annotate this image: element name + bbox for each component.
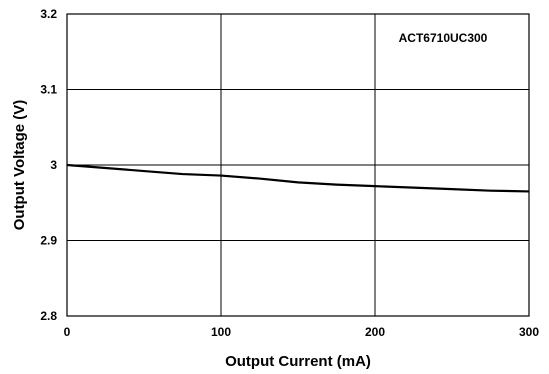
x-tick-label: 100 [211, 325, 231, 339]
x-tick-label: 200 [365, 325, 385, 339]
y-tick-label: 3.1 [40, 83, 57, 97]
x-axis-title: Output Current (mA) [225, 353, 371, 370]
grid-lines [67, 14, 529, 316]
y-tick-label: 3 [50, 158, 57, 172]
series-layer [66, 163, 530, 193]
y-tick-label: 3.2 [40, 7, 57, 21]
x-tick-label: 0 [64, 325, 71, 339]
y-axis-title: Output Voltage (V) [11, 100, 28, 231]
annotation-label: ACT6710UC300 [399, 31, 488, 45]
y-tick-label: 2.8 [40, 309, 57, 323]
y-tick-label: 2.9 [40, 234, 57, 248]
x-tick-label: 300 [519, 325, 539, 339]
x-tick-labels: 0 100 200 300 [64, 325, 540, 339]
series-line [66, 163, 530, 193]
y-tick-labels: 2.8 2.9 3 3.1 3.2 [40, 7, 57, 323]
